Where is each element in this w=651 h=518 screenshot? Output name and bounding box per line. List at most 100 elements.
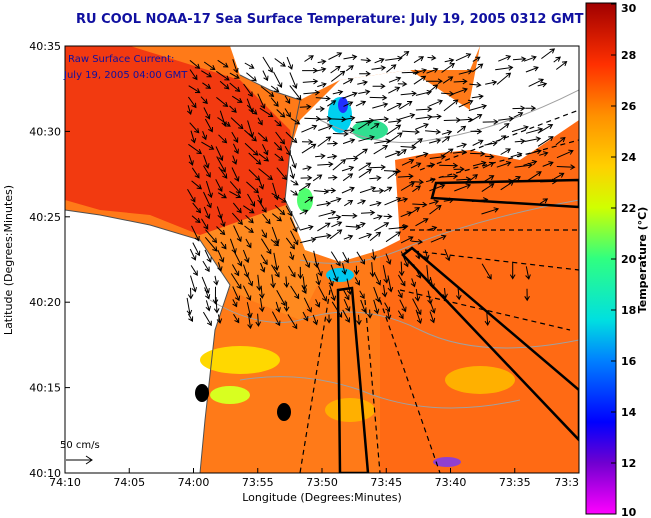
current-vector: [354, 277, 360, 286]
current-vector: [187, 96, 197, 109]
current-vector: [373, 286, 381, 303]
current-vector: [290, 190, 299, 196]
current-vector: [341, 212, 358, 219]
current-vector: [470, 150, 486, 157]
x-axis-ticks: 74:10 74:05 74:00 73:55 73:50 73:45 73:40 73:35…: [49, 468, 580, 489]
current-vector: [230, 273, 242, 290]
current-vector: [303, 89, 321, 96]
sampling-transects: [336, 178, 579, 473]
current-vector: [274, 119, 282, 127]
current-vector: [355, 221, 366, 228]
legend-line1: Raw Surface Current:: [68, 54, 174, 65]
current-vector: [428, 138, 442, 144]
current-vector: [246, 181, 260, 194]
current-vector: [332, 130, 349, 137]
coastline: [65, 74, 301, 473]
current-vector: [274, 204, 286, 216]
current-vector: [258, 179, 265, 190]
current-vector: [192, 202, 202, 214]
current-vector: [200, 96, 208, 105]
current-vector: [231, 131, 239, 143]
current-vector: [369, 164, 386, 171]
current-vector: [541, 48, 556, 60]
current-vector: [453, 78, 468, 85]
colorbar-tick-label: 14: [621, 406, 637, 419]
current-vector: [525, 66, 539, 73]
current-vector: [246, 104, 258, 115]
current-vector: [412, 201, 428, 208]
current-vector: [355, 148, 368, 158]
current-vector: [213, 275, 219, 286]
current-vector: [230, 117, 244, 130]
current-vector: [190, 275, 197, 293]
current-vector: [332, 158, 347, 171]
y-tick-label: 40:35: [29, 40, 61, 53]
current-vector: [443, 99, 459, 112]
current-vector: [301, 124, 318, 133]
current-vector: [289, 166, 296, 180]
current-vector: [231, 155, 238, 165]
current-vector: [359, 186, 377, 194]
current-vector: [273, 71, 283, 88]
current-vector: [260, 254, 268, 266]
current-vector: [304, 196, 314, 204]
current-vector: [514, 138, 526, 145]
current-vector: [212, 286, 219, 305]
current-vector: [400, 236, 414, 244]
current-vector: [358, 89, 371, 95]
current-vector: [429, 183, 446, 192]
current-vector: [315, 67, 327, 73]
current-vector: [271, 311, 281, 327]
current-vector: [372, 188, 385, 194]
current-vector: [382, 265, 389, 284]
current-vector: [359, 70, 371, 77]
current-vector: [201, 131, 208, 141]
current-vector: [299, 224, 314, 231]
current-vector: [259, 298, 265, 313]
current-vector: [270, 239, 280, 247]
current-vector: [524, 288, 530, 302]
current-vector: [271, 264, 280, 278]
current-vector: [383, 186, 393, 193]
warm-patch-2: [210, 386, 250, 404]
current-vector: [284, 108, 291, 118]
current-vector: [303, 297, 312, 313]
current-vector: [341, 115, 356, 122]
current-vector: [301, 143, 317, 154]
current-vector: [244, 142, 259, 156]
current-vector: [523, 159, 538, 166]
current-vector: [259, 201, 267, 213]
current-vector: [430, 234, 447, 243]
current-vector: [261, 144, 269, 156]
current-vector: [471, 93, 484, 100]
current-vector: [415, 218, 429, 227]
current-vector: [244, 129, 257, 142]
current-vector: [331, 221, 343, 228]
current-vector: [525, 105, 537, 112]
current-vector: [328, 52, 343, 60]
current-vector: [411, 207, 421, 214]
current-vector: [229, 72, 240, 79]
current-vector: [259, 285, 265, 299]
current-vector: [387, 132, 403, 144]
current-vector: [429, 199, 440, 205]
y-tick-label: 40:15: [29, 382, 61, 395]
current-vector: [359, 290, 365, 300]
current-vector: [537, 124, 554, 134]
current-vector: [401, 158, 415, 166]
current-vector: [328, 277, 334, 287]
current-vector: [312, 314, 319, 326]
current-vector: [496, 161, 512, 168]
current-vector: [274, 153, 284, 162]
current-vector: [372, 102, 389, 109]
current-vector: [289, 72, 298, 90]
current-vector: [283, 276, 290, 288]
current-vector: [187, 189, 196, 203]
y-tick-label: 40:25: [29, 211, 61, 224]
colorbar-tick-label: 16: [621, 355, 637, 368]
current-vector: [191, 215, 201, 224]
current-vector: [205, 300, 211, 312]
current-vector: [441, 62, 455, 73]
current-vector: [318, 124, 333, 131]
